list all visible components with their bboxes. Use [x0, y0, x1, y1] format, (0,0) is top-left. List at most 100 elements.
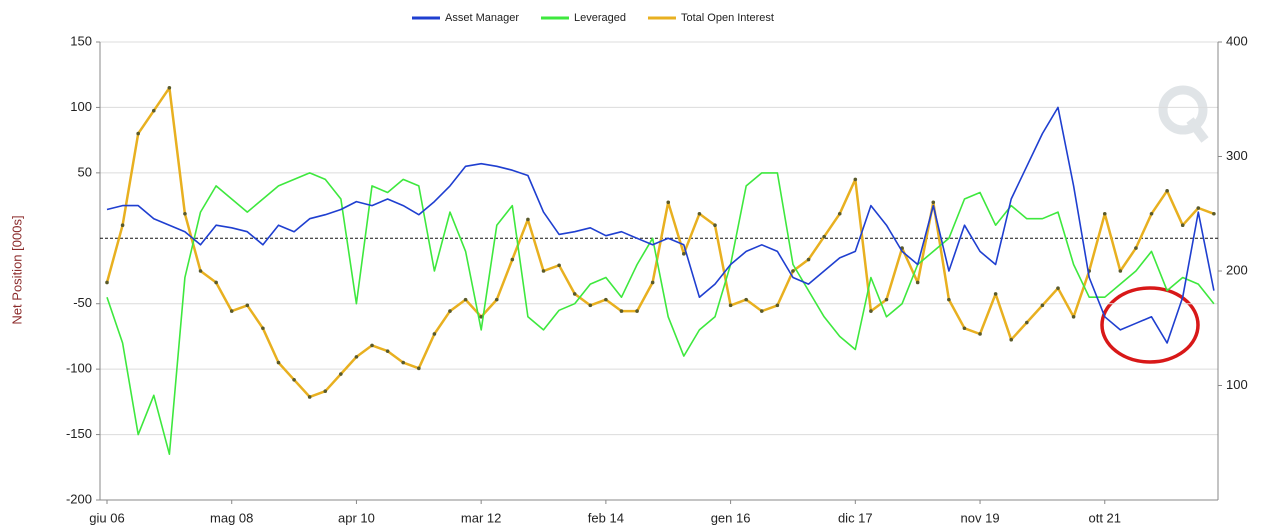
series-marker [775, 303, 780, 308]
series-marker [1025, 320, 1029, 325]
series-marker [339, 372, 343, 376]
series-line [106, 172, 1215, 455]
series-marker [604, 297, 608, 302]
y2-tick-label: 400 [1226, 33, 1248, 48]
series-marker [1149, 211, 1154, 216]
series-marker [479, 315, 483, 319]
series-marker [323, 389, 328, 394]
y-tick-label: 50 [78, 164, 92, 179]
y-tick-label: 150 [70, 33, 92, 48]
series-marker [853, 177, 858, 182]
series-marker [1134, 246, 1138, 250]
series-marker [1118, 269, 1123, 273]
series-marker [650, 280, 655, 285]
series-marker [572, 292, 577, 296]
series-marker [463, 297, 468, 302]
series-marker [1009, 337, 1014, 342]
y-tick-label: -50 [73, 295, 92, 310]
series-marker [697, 211, 702, 216]
series-marker [1071, 315, 1076, 319]
series-marker [385, 349, 390, 353]
series-marker [276, 360, 281, 365]
series-line [106, 106, 1215, 344]
series-marker [526, 217, 530, 222]
highlight-circle [1100, 286, 1200, 364]
legend-label: Asset Manager [445, 12, 519, 24]
series-marker [151, 108, 156, 113]
legend: Asset Manager Leveraged Total Open Interes… [412, 12, 774, 24]
legend-label: Leveraged [574, 12, 626, 24]
y-tick-label: -200 [66, 491, 92, 506]
series-marker [261, 326, 265, 331]
series-marker [370, 343, 374, 348]
series-marker [1102, 211, 1107, 216]
series-marker [666, 200, 671, 205]
legend-label: Total Open Interest [681, 12, 774, 24]
series-marker [947, 297, 951, 302]
series-marker [541, 269, 546, 273]
series-marker [635, 309, 639, 313]
series-marker [229, 309, 234, 313]
y-axis-label: Net Position [000s] [9, 215, 24, 324]
series-marker [744, 297, 748, 302]
series-marker [619, 309, 624, 313]
x-tick-label: nov 19 [961, 510, 1000, 525]
series-marker [557, 263, 561, 268]
series-marker [1165, 189, 1169, 193]
series-marker [759, 309, 764, 313]
series-marker [417, 366, 421, 371]
series-marker [806, 257, 811, 262]
series-marker [822, 234, 826, 239]
x-tick-label: apr 10 [338, 510, 375, 525]
series-marker [915, 280, 920, 285]
y2-tick-label: 100 [1226, 377, 1248, 392]
y2-tick-label: 300 [1226, 148, 1248, 163]
series-marker [588, 303, 593, 308]
series-marker [307, 395, 312, 399]
series-marker [869, 309, 873, 313]
series-marker [993, 292, 998, 296]
x-tick-label: gen 16 [711, 510, 751, 525]
watermark [1158, 85, 1209, 143]
x-tick-label: mag 08 [210, 510, 253, 525]
x-tick-label: ott 21 [1088, 510, 1121, 525]
series-marker [978, 332, 982, 336]
series-marker [136, 131, 140, 136]
x-tick-label: giu 06 [89, 510, 124, 525]
series-marker [962, 326, 967, 331]
series-marker [713, 223, 717, 227]
series-marker [183, 211, 187, 216]
series-marker [728, 303, 733, 308]
y-tick-label: -100 [66, 361, 92, 376]
series-marker [1196, 206, 1201, 210]
y-tick-label: 100 [70, 99, 92, 114]
series-marker [198, 269, 203, 273]
series-marker [105, 280, 109, 285]
series-marker [837, 211, 842, 216]
series-marker [401, 360, 406, 365]
series-marker [682, 252, 686, 256]
series-marker [354, 355, 359, 359]
series-marker [167, 86, 172, 90]
series-marker [432, 332, 437, 336]
series-marker [1040, 303, 1045, 308]
series-marker [245, 303, 250, 308]
series-marker [1212, 211, 1216, 216]
x-tick-label: feb 14 [588, 510, 624, 525]
series-marker [448, 309, 452, 313]
x-tick-label: mar 12 [461, 510, 501, 525]
series-marker [1056, 286, 1060, 290]
series-marker [931, 200, 936, 205]
y-tick-label: -150 [66, 426, 92, 441]
series-marker [292, 377, 296, 382]
x-tick-label: dic 17 [838, 510, 873, 525]
series-marker [494, 297, 499, 302]
y2-tick-label: 200 [1226, 262, 1248, 277]
series-marker [510, 257, 515, 262]
series-marker [120, 223, 125, 227]
series-marker [1180, 223, 1185, 227]
series-marker [791, 269, 795, 273]
series-marker [214, 280, 218, 285]
